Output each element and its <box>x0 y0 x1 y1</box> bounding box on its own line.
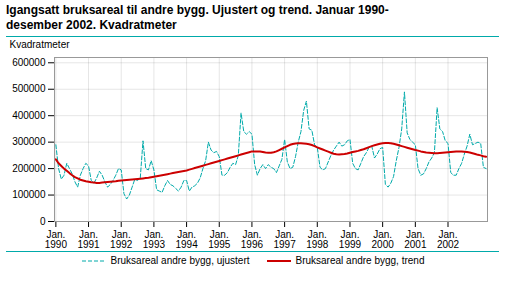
svg-text:Jan.2001: Jan.2001 <box>404 229 427 250</box>
svg-text:500000: 500000 <box>12 83 46 94</box>
svg-text:Jan.1991: Jan.1991 <box>77 229 100 250</box>
svg-text:400000: 400000 <box>12 110 46 121</box>
svg-text:Jan.1992: Jan.1992 <box>110 229 133 250</box>
svg-text:Jan.1994: Jan.1994 <box>175 229 198 250</box>
svg-text:Jan.1990: Jan.1990 <box>45 229 68 250</box>
svg-text:100000: 100000 <box>12 189 46 200</box>
svg-text:Jan.1993: Jan.1993 <box>143 229 166 250</box>
svg-text:Jan.1996: Jan.1996 <box>241 229 264 250</box>
svg-text:300000: 300000 <box>12 136 46 147</box>
svg-text:200000: 200000 <box>12 163 46 174</box>
html-text:Bruksareal andre bygg, trend: Bruksareal andre bygg, trend <box>295 255 425 266</box>
svg-text:600000: 600000 <box>12 57 46 68</box>
svg-text:Kvadratmeter: Kvadratmeter <box>10 39 71 50</box>
svg-text:Jan.2000: Jan.2000 <box>372 229 395 250</box>
html-text:Igangsatt bruksareal til andre: Igangsatt bruksareal til andre bygg. Uju… <box>6 3 389 32</box>
svg-text:Jan.1997: Jan.1997 <box>273 229 296 250</box>
svg-text:Jan.1995: Jan.1995 <box>208 229 231 250</box>
svg-text:Jan.1999: Jan.1999 <box>339 229 362 250</box>
svg-text:Jan.1998: Jan.1998 <box>306 229 329 250</box>
html-text:Bruksareal andre bygg, ujuster: Bruksareal andre bygg, ujustert <box>110 255 250 266</box>
svg-text:Jan.2002: Jan.2002 <box>437 229 460 250</box>
svg-text:0: 0 <box>40 216 46 227</box>
